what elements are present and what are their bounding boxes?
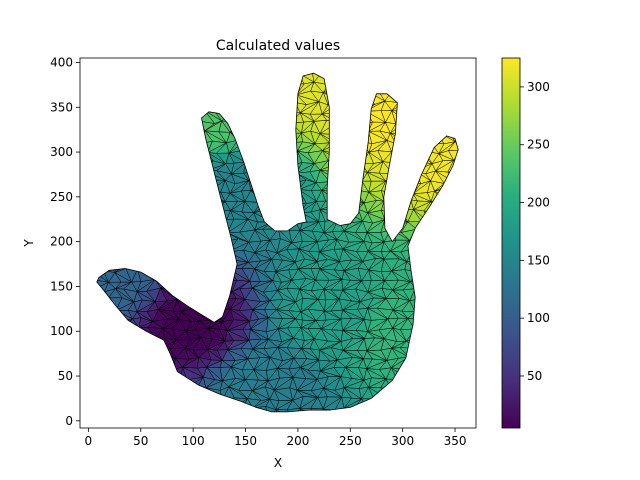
colorbar-gradient [501, 57, 521, 429]
y-axis-label: Y [22, 239, 36, 248]
colorbar-tick-label: 300 [527, 80, 550, 94]
chart-title: Calculated values [216, 38, 340, 54]
plot-area [79, 57, 477, 429]
y-tick-label: 0 [65, 414, 73, 428]
colorbar-tick-label: 200 [527, 196, 550, 210]
colorbar-tick-label: 150 [527, 253, 550, 267]
x-tick-label: 0 [85, 434, 93, 448]
colorbar-tick-label: 50 [527, 369, 542, 383]
x-tick-label: 350 [444, 434, 467, 448]
x-tick-label: 200 [286, 434, 309, 448]
y-tick-label: 100 [50, 324, 73, 338]
plot-frame [79, 57, 477, 429]
y-tick-label: 400 [50, 55, 73, 69]
x-axis-label: X [274, 456, 282, 470]
x-tick-label: 150 [234, 434, 257, 448]
x-tick-label: 300 [391, 434, 414, 448]
y-tick-label: 50 [58, 369, 73, 383]
y-tick-label: 300 [50, 145, 73, 159]
colorbar-tick-label: 250 [527, 138, 550, 152]
y-tick-label: 200 [50, 235, 73, 249]
x-axis: 0 50 100 150 200 250 300 350 [85, 428, 467, 448]
colorbar-tick-label: 100 [527, 311, 550, 325]
colorbar: 50 100 150 200 250 300 [501, 57, 550, 429]
y-tick-label: 150 [50, 279, 73, 293]
x-tick-label: 250 [339, 434, 362, 448]
y-axis: 0 50 100 150 200 250 300 350 400 [50, 55, 80, 428]
hand-outline [96, 72, 459, 413]
y-tick-label: 250 [50, 190, 73, 204]
x-tick-label: 100 [182, 434, 205, 448]
x-tick-label: 50 [133, 434, 148, 448]
colorbar-ticks: 50 100 150 200 250 300 [520, 80, 550, 383]
y-tick-label: 350 [50, 100, 73, 114]
